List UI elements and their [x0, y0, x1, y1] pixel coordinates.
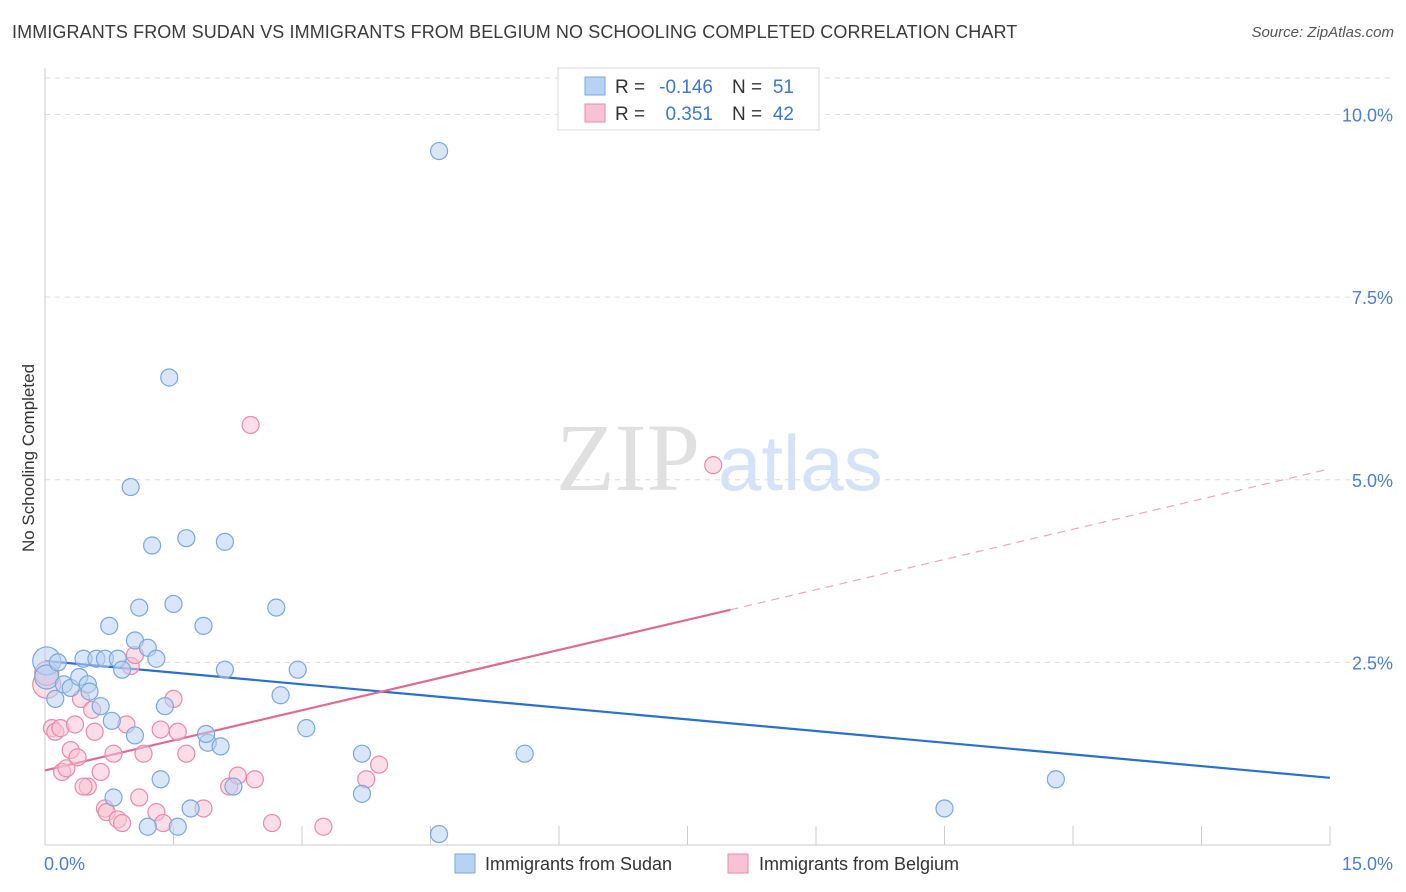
trend-lines: [44, 468, 1331, 779]
point-belgium-8: [65, 715, 85, 734]
legend-box: R = -0.146 N = 51 R = 0.351 N = 42: [557, 67, 820, 131]
point-belgium-33: [241, 415, 260, 435]
point-sudan-12: [102, 711, 121, 730]
point-belgium-23: [130, 788, 149, 807]
legend-n-label-sudan: N =: [732, 77, 762, 98]
y-tick-label-0: 2.5%: [1352, 653, 1393, 673]
point-sudan-35: [267, 598, 286, 617]
point-belgium-41: [151, 720, 170, 739]
bottom-legend: Immigrants from Sudan Immigrants from Be…: [454, 853, 959, 874]
point-sudan-38: [297, 719, 316, 738]
point-sudan-16: [121, 477, 140, 497]
legend-swatch-belgium: [584, 103, 606, 123]
point-belgium-29: [177, 744, 196, 763]
point-sudan-42: [429, 141, 449, 161]
legend-r-value-belgium: 0.351: [665, 104, 713, 125]
point-belgium-34: [245, 770, 264, 789]
point-sudan-31: [211, 737, 230, 756]
trend-line-belgium-extension: [730, 468, 1331, 611]
point-sudan-29: [194, 616, 213, 635]
x-tick-label-max: 15.0%: [1342, 854, 1393, 874]
point-sudan-26: [164, 594, 183, 614]
bottom-legend-swatch-sudan: [454, 853, 476, 874]
legend-swatch-sudan: [584, 76, 606, 96]
watermark-atlas: atlas: [718, 419, 883, 507]
watermark: ZIP atlas: [556, 404, 883, 511]
grid: [45, 77, 1390, 663]
point-sudan-34: [224, 777, 243, 796]
point-sudan-44: [935, 799, 954, 818]
trend-line-sudan: [44, 659, 1331, 779]
point-sudan-21: [142, 536, 162, 555]
point-belgium-35: [262, 813, 282, 833]
point-sudan-50: [80, 682, 99, 701]
tick-labels: 2.5% 5.0% 7.5% 10.0% 0.0% 15.0%: [44, 106, 1393, 874]
point-belgium-40: [74, 777, 93, 796]
y-tick-label-1: 5.0%: [1352, 471, 1393, 491]
y-axis-title: No Schooling Completed: [19, 364, 38, 552]
point-belgium-24: [134, 744, 153, 763]
x-tick-label-min: 0.0%: [44, 854, 85, 874]
point-belgium-28: [168, 722, 187, 741]
point-sudan-15: [112, 660, 132, 679]
point-sudan-47: [138, 817, 157, 836]
point-sudan-19: [130, 598, 149, 617]
point-sudan-41: [429, 824, 449, 844]
point-sudan-27: [177, 529, 196, 548]
point-sudan-45: [1046, 770, 1065, 789]
point-belgium-13: [85, 722, 104, 741]
legend-n-label-belgium: N =: [732, 104, 762, 125]
point-belgium-6: [57, 759, 76, 778]
point-sudan-40: [352, 784, 372, 803]
y-tick-label-3: 10.0%: [1342, 106, 1393, 126]
legend-r-value-sudan: -0.146: [659, 77, 713, 98]
point-belgium-17: [104, 744, 123, 763]
legend-n-value-sudan: 51: [773, 77, 794, 98]
point-sudan-24: [155, 697, 175, 716]
point-sudan-23: [151, 770, 170, 789]
y-tick-label-2: 7.5%: [1352, 288, 1393, 308]
point-belgium-38: [370, 755, 389, 774]
point-sudan-2: [48, 653, 67, 672]
point-sudan-37: [288, 660, 307, 679]
legend-n-value-belgium: 42: [773, 104, 794, 125]
bottom-legend-swatch-belgium: [727, 853, 749, 874]
bottom-legend-label-sudan: Immigrants from Sudan: [485, 854, 672, 874]
point-sudan-10: [91, 697, 110, 716]
trend-line-belgium: [44, 608, 731, 772]
point-belgium-9: [68, 748, 87, 767]
point-belgium-39: [704, 456, 723, 475]
point-sudan-46: [104, 788, 123, 807]
bottom-legend-label-belgium: Immigrants from Belgium: [759, 854, 959, 874]
point-sudan-33: [215, 660, 234, 679]
point-sudan-28: [181, 799, 200, 818]
point-sudan-49: [196, 724, 216, 744]
legend-r-label-sudan: R =: [615, 77, 645, 98]
watermark-zip: ZIP: [556, 404, 700, 511]
point-sudan-39: [352, 744, 372, 763]
point-belgium-36: [314, 817, 333, 836]
point-sudan-48: [168, 817, 187, 836]
chart-title: IMMIGRANTS FROM SUDAN VS IMMIGRANTS FROM…: [12, 22, 1018, 42]
point-sudan-17: [125, 726, 145, 745]
point-sudan-32: [215, 532, 234, 551]
point-sudan-22: [147, 649, 166, 668]
point-sudan-3: [46, 689, 65, 709]
point-sudan-13: [100, 616, 119, 635]
point-belgium-14: [91, 762, 110, 782]
point-sudan-43: [515, 744, 534, 763]
data-points: [32, 141, 1065, 844]
point-sudan-25: [160, 368, 179, 387]
legend-r-label-belgium: R =: [615, 104, 645, 125]
point-sudan-36: [271, 686, 290, 705]
point-belgium-19: [112, 813, 132, 833]
source-label: Source: ZipAtlas.com: [1251, 24, 1394, 41]
